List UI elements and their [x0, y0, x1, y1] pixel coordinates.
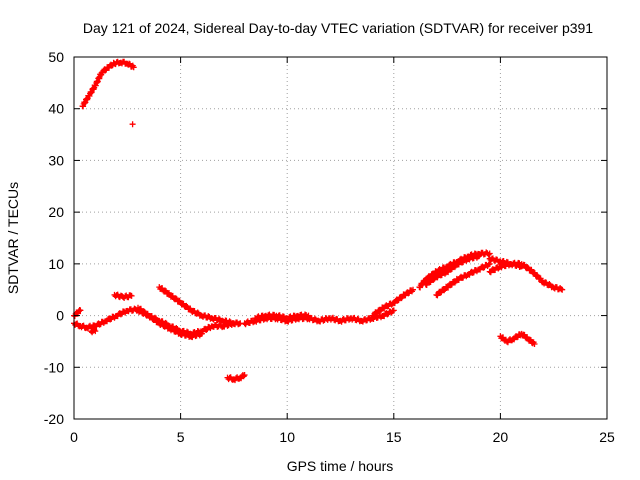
plot-frame — [73, 56, 608, 420]
data-points — [71, 58, 566, 384]
y-tick-label: -20 — [44, 411, 64, 427]
y-tick-label: -10 — [44, 359, 64, 375]
x-tick-label: 10 — [279, 429, 295, 445]
y-tick-label: 20 — [48, 204, 64, 220]
chart-title: Day 121 of 2024, Sidereal Day-to-day VTE… — [83, 20, 593, 36]
y-tick-label: 50 — [48, 49, 64, 65]
sdtvar-markers — [71, 58, 566, 384]
y-axis-label: SDTVAR / TECUs — [5, 182, 21, 294]
axis-ticks: 0 5 10 15 20 25 -20 -10 0 10 20 30 40 50 — [44, 49, 615, 445]
y-tick-label: 30 — [48, 152, 64, 168]
x-tick-label: 20 — [493, 429, 509, 445]
x-tick-label: 15 — [386, 429, 402, 445]
y-tick-label: 0 — [56, 308, 64, 324]
x-axis-label: GPS time / hours — [287, 458, 394, 474]
x-tick-label: 5 — [177, 429, 185, 445]
gridlines — [74, 57, 607, 419]
x-tick-label: 25 — [599, 429, 615, 445]
x-tick-label: 0 — [70, 429, 78, 445]
y-tick-label: 40 — [48, 101, 64, 117]
y-tick-label: 10 — [48, 256, 64, 272]
